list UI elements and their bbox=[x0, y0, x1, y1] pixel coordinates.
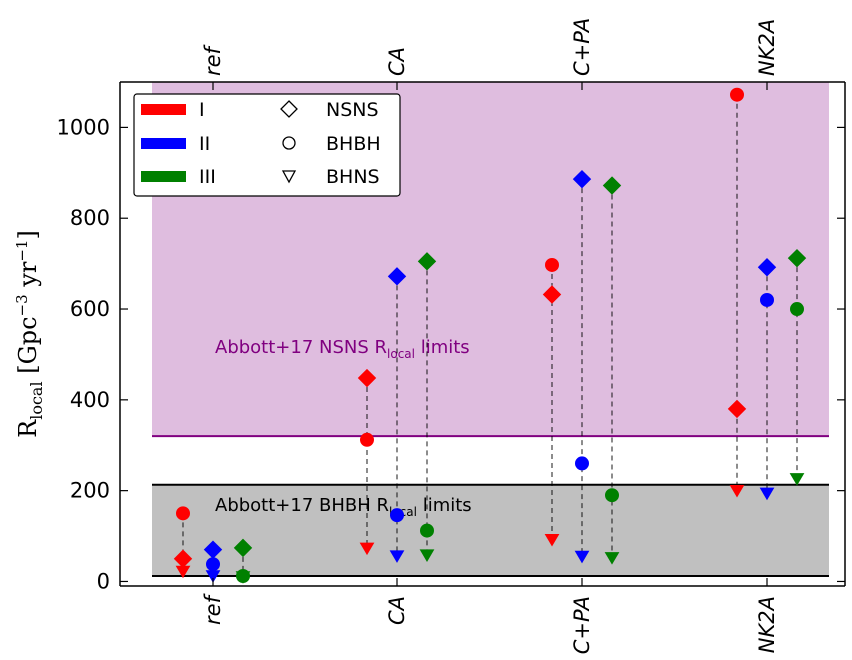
y-tick-label-800: 800 bbox=[70, 206, 110, 230]
point-II-BHNS-ref bbox=[205, 570, 221, 583]
y-tick-label-200: 200 bbox=[70, 479, 110, 503]
legend-swatch-II bbox=[141, 138, 186, 149]
point-II-NSNS-C+PA bbox=[572, 169, 592, 189]
point-II-BHBH-CA bbox=[390, 508, 404, 523]
point-II-BHBH-ref bbox=[206, 557, 220, 572]
point-III-BHNS-NK2A bbox=[789, 473, 805, 486]
point-I-NSNS-CA bbox=[357, 368, 377, 388]
point-I-NSNS-C+PA bbox=[542, 285, 562, 304]
x-top-label-CA: CA bbox=[385, 47, 409, 76]
point-III-NSNS-C+PA bbox=[602, 176, 622, 195]
data-points bbox=[173, 87, 807, 584]
legend-swatch-III bbox=[141, 171, 186, 182]
y-tick-label-1000: 1000 bbox=[57, 115, 110, 139]
band-1 bbox=[152, 484, 829, 577]
x-top-label-C+PA: C+PA bbox=[570, 18, 594, 76]
x-tick-label-NK2A: NK2A bbox=[755, 596, 779, 653]
point-II-BHNS-CA bbox=[389, 550, 405, 563]
point-III-BHNS-C+PA bbox=[604, 552, 620, 565]
point-III-BHNS-ref bbox=[235, 571, 251, 584]
legend-label-III: III bbox=[199, 166, 216, 188]
band-label-0: Abbott+17 NSNS Rlocal limits bbox=[215, 337, 470, 361]
legend-box bbox=[133, 93, 401, 197]
point-II-NSNS-CA bbox=[387, 267, 407, 286]
point-III-BHBH-NK2A bbox=[790, 302, 804, 317]
y-tick-label-0: 0 bbox=[97, 569, 110, 593]
point-III-NSNS-CA bbox=[417, 252, 437, 271]
x-tick-label-ref: ref bbox=[201, 592, 225, 625]
legend-type-BHNS: BHNS bbox=[326, 166, 380, 188]
point-I-BHNS-CA bbox=[359, 542, 375, 556]
point-III-BHBH-CA bbox=[420, 523, 434, 538]
axes: 0 200 400 600 800 1000 ref ref CA CA C+PA C+PA NK2A N… bbox=[13, 18, 846, 654]
point-I-NSNS-NK2A bbox=[727, 399, 747, 419]
point-I-BHBH-CA bbox=[360, 432, 374, 447]
y-tick-label-600: 600 bbox=[70, 297, 110, 321]
point-II-BHNS-C+PA bbox=[574, 550, 590, 564]
triangle-down-icon bbox=[281, 170, 297, 184]
point-I-BHNS-C+PA bbox=[544, 533, 560, 547]
point-I-BHBH-NK2A bbox=[730, 87, 744, 102]
legend-label-II: II bbox=[199, 133, 210, 155]
point-III-BHNS-CA bbox=[419, 549, 435, 562]
limit-bands: Abbott+17 NSNS Rlocal limits Abbott+17 BH… bbox=[152, 81, 829, 578]
point-II-BHBH-C+PA bbox=[575, 456, 589, 471]
point-III-BHBH-C+PA bbox=[605, 488, 619, 503]
point-II-BHNS-NK2A bbox=[759, 487, 775, 501]
point-I-BHBH-ref bbox=[176, 506, 190, 521]
point-II-BHBH-NK2A bbox=[760, 292, 774, 307]
x-tick-label-C+PA: C+PA bbox=[570, 596, 594, 654]
diamond-icon bbox=[280, 100, 298, 118]
x-top-label-ref: ref bbox=[201, 43, 225, 76]
point-III-NSNS-NK2A bbox=[787, 248, 807, 268]
x-tick-label-CA: CA bbox=[385, 596, 409, 625]
band-label-1: Abbott+17 BHBH Rlocal limits bbox=[215, 495, 472, 519]
x-top-label-NK2A: NK2A bbox=[755, 19, 779, 76]
point-I-BHNS-ref bbox=[175, 565, 191, 579]
point-III-NSNS-ref bbox=[233, 538, 253, 558]
legend-swatch-I bbox=[141, 104, 186, 115]
circle-icon bbox=[282, 136, 296, 150]
point-I-BHNS-NK2A bbox=[729, 484, 745, 498]
point-II-NSNS-NK2A bbox=[757, 258, 777, 277]
y-axis-label: Rlocal [Gpc−3 yr−1] bbox=[13, 230, 46, 438]
y-tick-label-400: 400 bbox=[70, 388, 110, 412]
legend-type-BHBH: BHBH bbox=[326, 133, 381, 155]
legend-type-NSNS: NSNS bbox=[326, 99, 379, 121]
legend-label-I: I bbox=[199, 99, 205, 121]
point-I-BHBH-C+PA bbox=[545, 257, 559, 272]
